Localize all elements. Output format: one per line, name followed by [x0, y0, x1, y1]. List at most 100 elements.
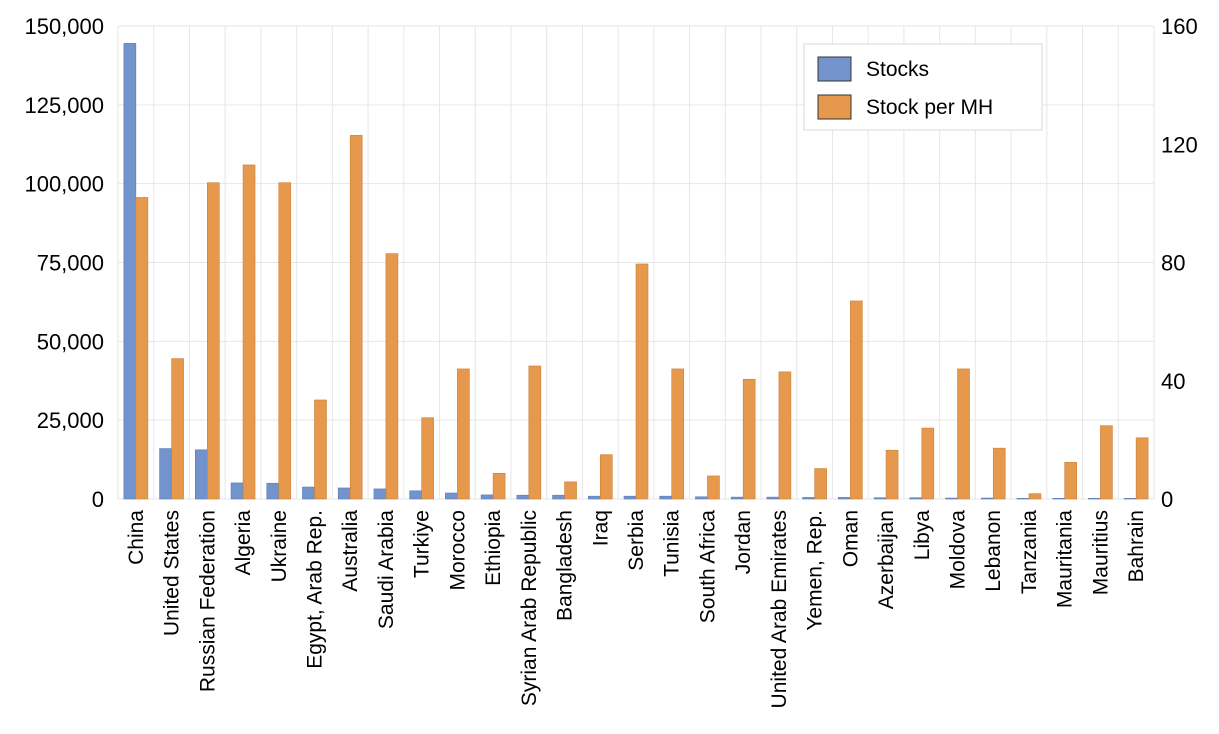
category-label: Egypt, Arab Rep. [303, 510, 326, 669]
bar-stock-per-mh [707, 475, 720, 500]
bar-stock-per-mh [850, 300, 863, 500]
bar-stock-per-mh [742, 378, 756, 500]
legend-swatch-stock-per-mh [817, 94, 852, 120]
category-label: Bahrain [1125, 510, 1148, 582]
bar-stock-per-mh [635, 263, 649, 500]
bar-stock-per-mh [885, 449, 899, 500]
gridlines [117, 25, 1155, 500]
left-tick-label: 75,000 [37, 251, 104, 276]
legend-label-stocks: Stocks [866, 58, 929, 81]
bar-stocks [195, 449, 208, 500]
bar-stock-per-mh [385, 253, 399, 500]
bar-stock-per-mh [278, 182, 292, 500]
bar-stocks [230, 482, 244, 500]
bar-stocks [480, 494, 494, 500]
bar-stock-per-mh [171, 358, 184, 500]
left-tick-label: 100,000 [24, 172, 104, 197]
right-tick-label: 0 [1161, 487, 1173, 512]
category-label: United Arab Emirates [768, 510, 791, 708]
bar-stock-per-mh [528, 365, 542, 500]
bar-stocks [766, 496, 780, 500]
category-label: Turkiye [411, 510, 434, 578]
right-tick-label: 40 [1161, 369, 1185, 394]
category-label: Mauritius [1089, 510, 1112, 595]
legend-swatch-stocks [817, 56, 852, 82]
bar-stock-per-mh [957, 368, 970, 500]
bar-stock-per-mh [599, 454, 613, 500]
category-label: Ukraine [268, 510, 291, 582]
x-axis-categories: China United States Russian Federation Alge… [125, 510, 1148, 709]
left-tick-label: 50,000 [37, 329, 104, 354]
bar-stock-per-mh [314, 399, 327, 500]
bar-stock-per-mh [1135, 437, 1149, 500]
right-y-axis: 0 40 80 120 160 [1161, 14, 1198, 512]
bar-stock-per-mh [671, 368, 685, 500]
bar-stocks [123, 43, 137, 500]
left-tick-label: 25,000 [37, 408, 104, 433]
bar-stocks [266, 482, 280, 500]
bar-stock-per-mh [135, 197, 149, 500]
bar-stocks [838, 497, 851, 500]
category-label: Moldova [947, 510, 970, 590]
bar-stocks [159, 448, 172, 500]
bar-stocks [1016, 498, 1030, 500]
right-tick-label: 80 [1161, 251, 1185, 276]
bar-stocks [302, 486, 315, 500]
category-label: Saudi Arabia [375, 510, 398, 629]
bar-stock-per-mh [992, 447, 1006, 500]
right-tick-label: 160 [1161, 14, 1198, 39]
bar-stocks [1088, 498, 1101, 500]
category-label: Australia [339, 510, 362, 592]
category-label: Lebanon [982, 510, 1005, 592]
bar-stock-per-mh [1028, 493, 1042, 500]
category-label: Mauritania [1054, 510, 1077, 608]
category-label: Oman [839, 510, 862, 567]
bar-stock-per-mh [814, 468, 827, 500]
bar-stocks [373, 488, 387, 500]
category-label: Libya [911, 510, 934, 561]
bar-stocks [337, 487, 351, 500]
bar-stocks [873, 497, 887, 500]
bar-stocks [552, 494, 565, 500]
bar-stocks [516, 494, 530, 500]
category-label: Algeria [232, 510, 255, 576]
category-label: Ethiopia [482, 510, 505, 586]
category-label: Iraq [589, 510, 612, 546]
right-tick-label: 120 [1161, 132, 1198, 157]
bar-stocks [802, 497, 815, 500]
category-label: Tunisia [661, 510, 684, 577]
legend-label-stock-per-mh: Stock per MH [866, 96, 993, 119]
bar-stocks [659, 495, 673, 500]
bar-stock-per-mh [457, 368, 470, 500]
bar-stocks [445, 492, 458, 500]
bar-stocks [945, 497, 958, 500]
bar-stock-per-mh [778, 371, 792, 500]
bar-stocks [1123, 498, 1137, 500]
category-label: Syrian Arab Republic [518, 510, 541, 706]
category-label: United States [161, 510, 184, 636]
category-label: South Africa [696, 510, 719, 624]
bar-stock-per-mh [492, 472, 506, 500]
bar-stocks [409, 490, 422, 500]
category-label: Tanzania [1018, 510, 1041, 594]
category-label: Morocco [446, 510, 469, 591]
bar-stock-per-mh [1064, 462, 1077, 500]
bar-stocks [980, 497, 994, 500]
bar-stocks [909, 497, 923, 500]
left-tick-label: 125,000 [24, 93, 104, 118]
legend: Stocks Stock per MH [803, 43, 1043, 131]
bar-stock-per-mh [207, 182, 220, 500]
bar-stock-per-mh [349, 135, 363, 500]
left-y-axis: 0 25,000 50,000 75,000 100,000 125,000 150,000 [24, 14, 104, 512]
bar-stock-per-mh [242, 164, 256, 500]
bar-stocks [1052, 498, 1065, 500]
left-tick-label: 0 [92, 487, 104, 512]
category-label: Serbia [625, 510, 648, 571]
category-label: Yemen, Rep. [804, 510, 827, 631]
category-label: China [125, 510, 148, 565]
bar-stock-per-mh [1100, 425, 1113, 500]
bar-stocks [730, 496, 744, 500]
category-label: Azerbaijan [875, 510, 898, 609]
category-label: Russian Federation [196, 510, 219, 692]
